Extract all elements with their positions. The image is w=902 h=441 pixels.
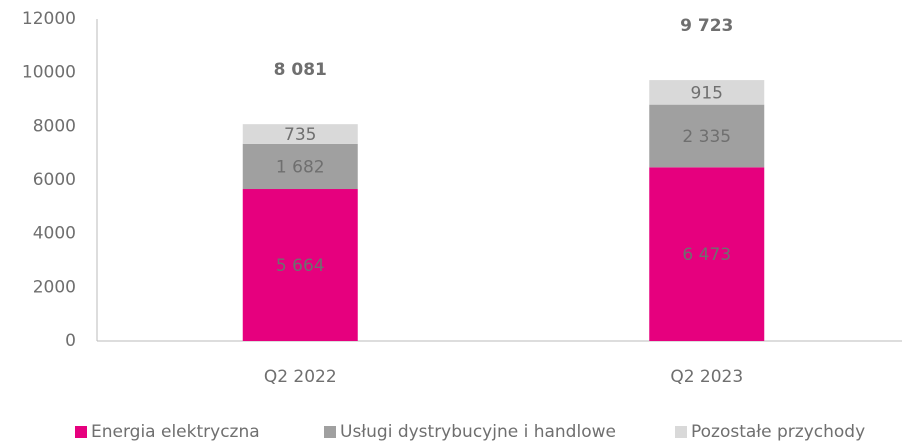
legend-label: Energia elektryczna: [91, 422, 260, 441]
legend-swatch: [675, 426, 687, 438]
y-tick-label: 2000: [33, 277, 76, 297]
data-label: 5 664: [276, 256, 325, 276]
y-tick-label: 6000: [33, 170, 76, 190]
bar-segment: [649, 104, 765, 168]
x-tick-label: Q2 2023: [670, 367, 743, 387]
data-label: 915: [691, 83, 723, 103]
y-tick-label: 12000: [22, 9, 76, 29]
legend-label: Pozostałe przychody: [691, 422, 865, 441]
legend-label: Usługi dystrybucyjne i handlowe: [340, 422, 616, 441]
y-tick-label: 8000: [33, 116, 76, 136]
bar-segment: [649, 80, 765, 105]
y-tick-label: 10000: [22, 63, 76, 83]
bar-segment: [242, 189, 358, 341]
bar-segment: [242, 124, 358, 144]
data-label: 6 473: [682, 245, 731, 265]
bar-segment: [649, 167, 765, 341]
legend-swatch: [324, 426, 336, 438]
data-label: 2 335: [682, 127, 731, 147]
data-label: 735: [284, 125, 316, 145]
total-label: 9 723: [680, 16, 733, 36]
total-label: 8 081: [274, 60, 327, 80]
legend-swatch: [75, 426, 87, 438]
bar-segment: [242, 143, 358, 190]
y-tick-label: 0: [65, 331, 76, 351]
data-label: 1 682: [276, 157, 325, 177]
y-tick-label: 4000: [33, 224, 76, 244]
x-tick-label: Q2 2022: [264, 367, 337, 387]
